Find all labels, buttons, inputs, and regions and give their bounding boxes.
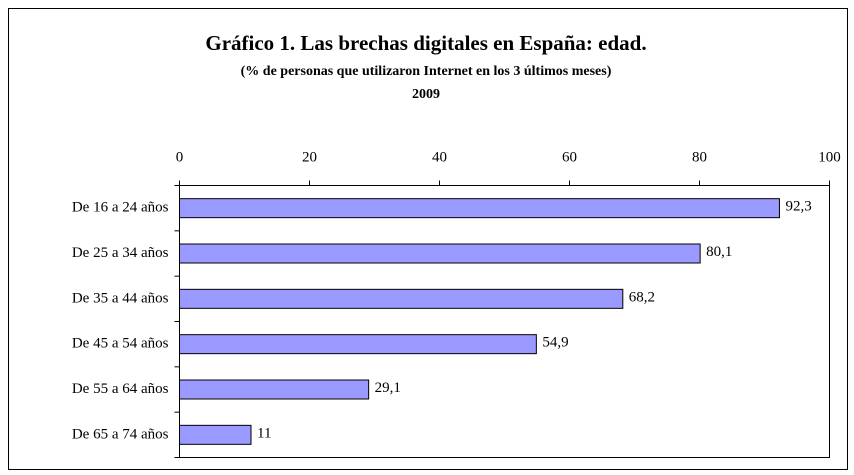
x-tick-label: 60	[562, 149, 577, 165]
bar	[179, 198, 780, 219]
bar	[179, 424, 252, 445]
y-tick-label: De 55 a 64 años	[72, 381, 169, 397]
y-tick-label: De 45 a 54 años	[72, 336, 169, 352]
y-tick-label: De 25 a 34 años	[72, 245, 169, 261]
y-tick-label: De 35 a 44 años	[72, 290, 169, 306]
x-tick-label: 20	[302, 149, 317, 165]
x-tick-label: 100	[818, 149, 841, 165]
bar	[179, 334, 537, 355]
x-tick-label: 40	[432, 149, 447, 165]
x-tick-label: 0	[176, 149, 184, 165]
value-label: 92,3	[785, 199, 811, 215]
value-label: 29,1	[375, 380, 401, 396]
chart-subtitle: (% de personas que utilizaron Internet e…	[241, 64, 612, 79]
value-label: 68,2	[629, 289, 655, 305]
bar	[179, 288, 624, 309]
chart-note: 2009	[412, 87, 440, 102]
x-tick-label: 80	[692, 149, 707, 165]
bar	[179, 243, 701, 264]
value-label: 54,9	[542, 335, 568, 351]
chart-title: Gráfico 1. Las brechas digitales en Espa…	[205, 31, 646, 55]
bar	[179, 379, 370, 400]
value-label: 80,1	[706, 244, 732, 260]
y-tick-label: De 65 a 74 años	[72, 426, 169, 442]
chart-frame	[8, 8, 848, 470]
value-label: 11	[257, 425, 271, 441]
y-tick-label: De 16 a 24 años	[72, 200, 169, 216]
